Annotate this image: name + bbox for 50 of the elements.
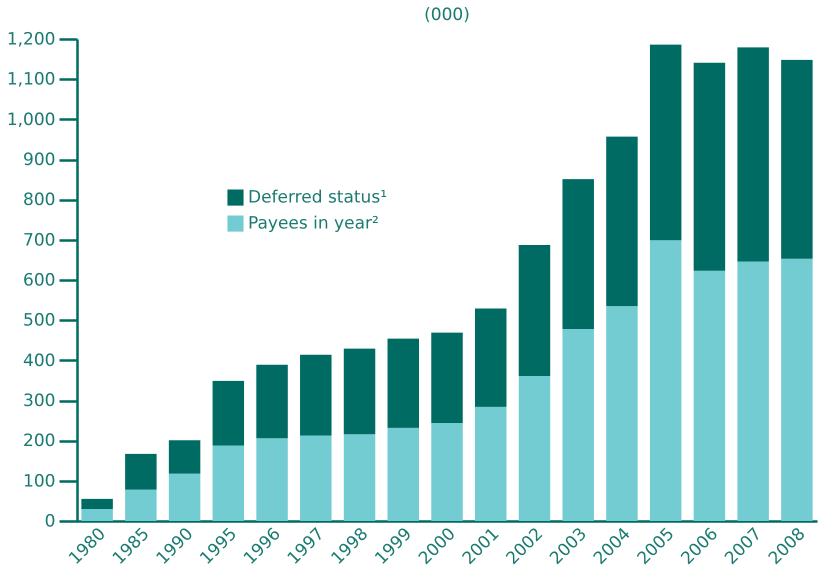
- bar: [694, 62, 726, 271]
- bar: [650, 240, 682, 521]
- y-tick-label: 900: [23, 150, 56, 170]
- bar: [81, 498, 113, 509]
- bar: [431, 422, 463, 521]
- y-tick-label: 1,200: [6, 30, 56, 50]
- y-tick-label: 100: [23, 471, 56, 492]
- y-tick-label: 300: [23, 391, 56, 411]
- bar: [81, 508, 113, 521]
- bar: [256, 438, 288, 521]
- bar: [737, 47, 769, 262]
- bar: [168, 474, 200, 521]
- legend-label: Deferred status¹: [248, 188, 388, 208]
- bar: [256, 364, 288, 438]
- legend-label: Payees in year²: [248, 214, 379, 234]
- bar: [431, 332, 463, 423]
- bar: [606, 136, 638, 306]
- y-tick-label: 1,000: [6, 110, 56, 130]
- bar: [125, 454, 157, 490]
- bar: [300, 354, 332, 436]
- bar: [344, 348, 376, 434]
- y-tick-label: 400: [23, 350, 56, 371]
- bar: [650, 44, 682, 240]
- y-tick-label: 500: [23, 310, 56, 331]
- bar: [388, 428, 420, 521]
- bar: [518, 376, 550, 521]
- bar: [212, 380, 244, 446]
- chart-title: (000): [424, 5, 470, 25]
- bar: [781, 60, 813, 259]
- bar: [606, 306, 638, 521]
- bar: [562, 329, 594, 521]
- y-tick-label: 800: [23, 190, 56, 210]
- bar: [694, 270, 726, 521]
- y-tick-label: 700: [23, 230, 56, 250]
- bar: [781, 258, 813, 521]
- bar: [518, 245, 550, 376]
- y-tick-label: 1,100: [6, 70, 56, 90]
- y-tick-label: 200: [23, 431, 56, 452]
- bar: [125, 490, 157, 521]
- bar: [300, 435, 332, 521]
- bar: [388, 338, 420, 428]
- bar: [474, 308, 506, 407]
- bar: [562, 179, 594, 330]
- bar: [737, 262, 769, 521]
- bar: [474, 406, 506, 521]
- bar: [212, 445, 244, 521]
- bar: [168, 440, 200, 474]
- y-tick-label: 0: [44, 512, 56, 532]
- y-tick-label: 600: [23, 270, 56, 290]
- bar: [344, 434, 376, 521]
